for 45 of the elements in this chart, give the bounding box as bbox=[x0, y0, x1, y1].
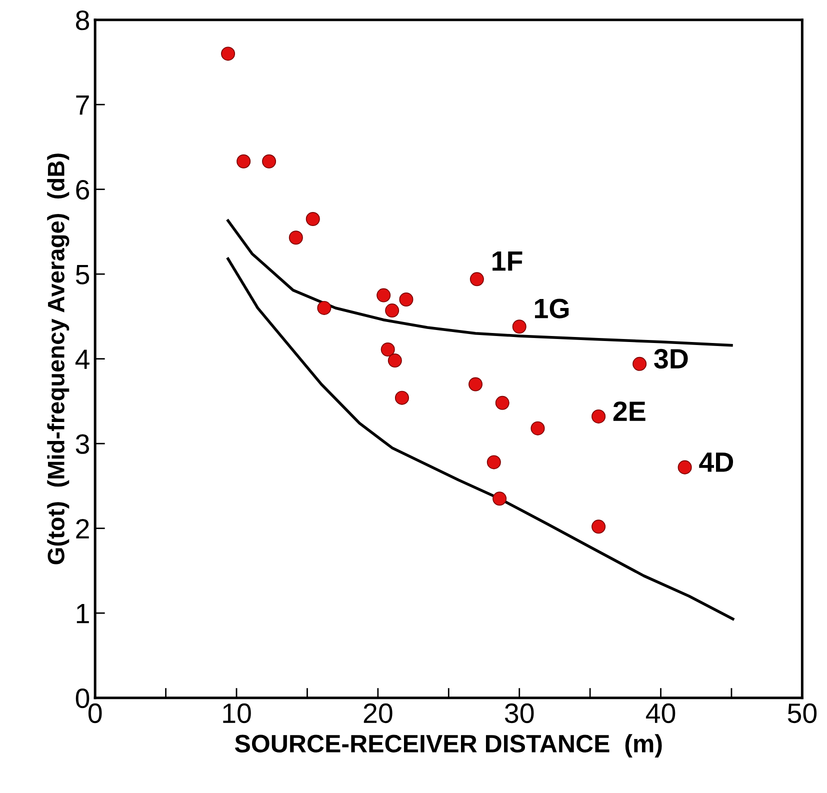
annotation: 4D bbox=[699, 452, 734, 472]
point bbox=[380, 342, 395, 357]
y-tick-label: 0 bbox=[76, 688, 90, 708]
x-tick-label: 30 bbox=[504, 703, 534, 724]
annotation: 1F bbox=[492, 252, 522, 271]
y-axis-title: G(tot) (Mid-frequency Average) (dB) bbox=[47, 154, 70, 564]
point bbox=[495, 396, 510, 410]
point bbox=[385, 304, 400, 318]
point bbox=[632, 356, 647, 371]
y-tick-label: 6 bbox=[76, 180, 90, 200]
point bbox=[592, 520, 606, 534]
point bbox=[530, 421, 545, 436]
point bbox=[486, 455, 501, 470]
point bbox=[317, 300, 332, 315]
point bbox=[678, 460, 692, 474]
point bbox=[592, 409, 606, 424]
x-tick-label: 50 bbox=[788, 703, 817, 724]
point bbox=[288, 230, 303, 245]
annotation: 1G bbox=[534, 298, 569, 318]
x-tick-label: 20 bbox=[364, 703, 392, 724]
y-tick-label: 4 bbox=[75, 350, 90, 369]
point bbox=[492, 492, 507, 506]
point bbox=[512, 320, 526, 334]
x-tick-label: 40 bbox=[646, 703, 676, 724]
y-tick-label: 3 bbox=[76, 434, 90, 454]
point bbox=[388, 354, 402, 368]
x-axis-title: SOURCE-RECEIVER DISTANCE (m) bbox=[234, 734, 662, 758]
point bbox=[470, 272, 484, 286]
point bbox=[236, 154, 251, 168]
y-tick-label: 2 bbox=[76, 519, 89, 538]
point bbox=[399, 292, 414, 307]
point bbox=[306, 212, 320, 226]
point bbox=[468, 377, 483, 392]
line-series bbox=[226, 219, 733, 347]
y-tick-label: 7 bbox=[76, 96, 89, 115]
y-tick-label: 1 bbox=[76, 604, 89, 624]
annotation: 2E bbox=[613, 401, 646, 421]
x-tick-label: 10 bbox=[223, 703, 251, 724]
y-tick-label: 5 bbox=[76, 265, 90, 284]
y-tick-label: 8 bbox=[76, 10, 90, 30]
point bbox=[376, 288, 391, 302]
point bbox=[221, 46, 236, 61]
annotation: 3D bbox=[654, 348, 688, 369]
point bbox=[262, 154, 276, 168]
point bbox=[394, 390, 409, 405]
